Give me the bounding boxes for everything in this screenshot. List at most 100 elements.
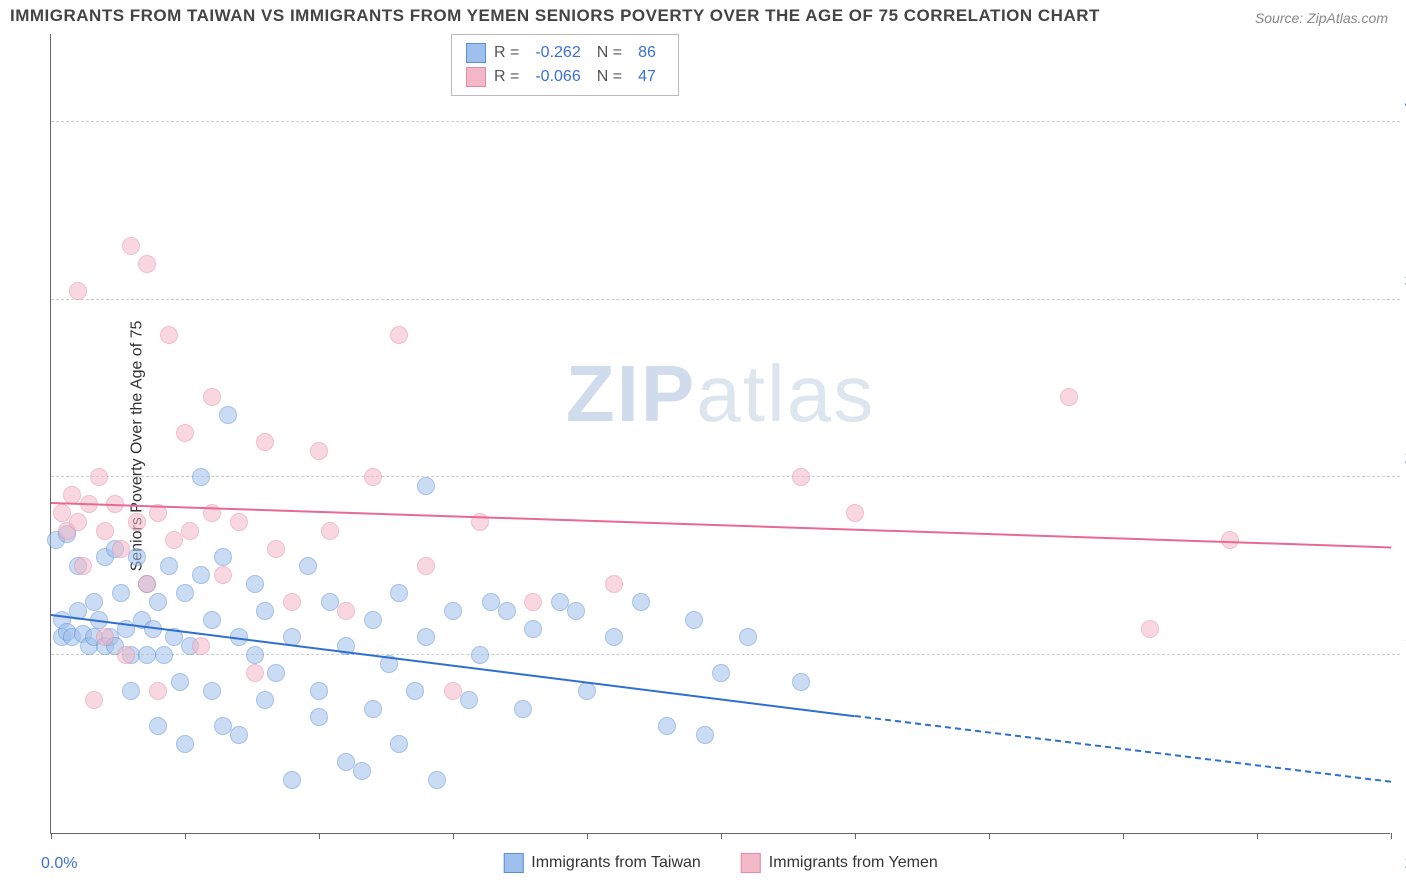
- gridline: [51, 121, 1400, 122]
- scatter-point-yemen: [214, 566, 232, 584]
- scatter-point-taiwan: [85, 593, 103, 611]
- x-tick: [51, 833, 52, 839]
- scatter-point-yemen: [203, 388, 221, 406]
- scatter-point-yemen: [230, 513, 248, 531]
- x-tick: [587, 833, 588, 839]
- scatter-point-taiwan: [712, 664, 730, 682]
- scatter-point-yemen: [390, 326, 408, 344]
- scatter-point-taiwan: [203, 682, 221, 700]
- scatter-point-taiwan: [267, 664, 285, 682]
- scatter-point-taiwan: [230, 726, 248, 744]
- legend-item-taiwan: Immigrants from Taiwan: [503, 853, 701, 873]
- scatter-point-taiwan: [192, 566, 210, 584]
- stat-label-n: N =: [597, 44, 622, 62]
- scatter-point-yemen: [283, 593, 301, 611]
- watermark: ZIPatlas: [566, 348, 875, 440]
- scatter-point-yemen: [256, 433, 274, 451]
- scatter-point-taiwan: [192, 468, 210, 486]
- x-tick-label: 0.0%: [41, 855, 77, 873]
- scatter-point-yemen: [122, 237, 140, 255]
- scatter-point-yemen: [117, 646, 135, 664]
- scatter-point-taiwan: [390, 584, 408, 602]
- scatter-point-yemen: [267, 540, 285, 558]
- x-tick: [185, 833, 186, 839]
- scatter-point-taiwan: [471, 646, 489, 664]
- scatter-point-taiwan: [364, 700, 382, 718]
- scatter-point-yemen: [149, 682, 167, 700]
- scatter-point-taiwan: [364, 611, 382, 629]
- swatch-taiwan: [503, 853, 523, 873]
- scatter-point-yemen: [90, 468, 108, 486]
- trend-line-dash: [855, 715, 1391, 783]
- trend-line: [51, 614, 855, 717]
- scatter-point-taiwan: [460, 691, 478, 709]
- scatter-point-yemen: [1141, 620, 1159, 638]
- stat-r-yemen: -0.066: [535, 68, 580, 86]
- chart-title: IMMIGRANTS FROM TAIWAN VS IMMIGRANTS FRO…: [10, 6, 1100, 26]
- scatter-point-yemen: [138, 255, 156, 273]
- x-tick: [721, 833, 722, 839]
- scatter-point-yemen: [417, 557, 435, 575]
- scatter-point-yemen: [85, 691, 103, 709]
- scatter-point-taiwan: [498, 602, 516, 620]
- scatter-point-taiwan: [256, 691, 274, 709]
- scatter-point-taiwan: [390, 735, 408, 753]
- scatter-point-taiwan: [514, 700, 532, 718]
- scatter-point-taiwan: [219, 406, 237, 424]
- x-tick: [1257, 833, 1258, 839]
- swatch-yemen: [741, 853, 761, 873]
- scatter-point-yemen: [181, 522, 199, 540]
- x-tick: [855, 833, 856, 839]
- stat-label-n: N =: [597, 68, 622, 86]
- scatter-point-yemen: [160, 326, 178, 344]
- gridline: [51, 476, 1400, 477]
- scatter-point-taiwan: [696, 726, 714, 744]
- stat-label-r: R =: [494, 68, 519, 86]
- legend-label-yemen: Immigrants from Yemen: [769, 854, 938, 872]
- scatter-point-yemen: [128, 513, 146, 531]
- scatter-point-yemen: [337, 602, 355, 620]
- scatter-point-yemen: [96, 522, 114, 540]
- source-attribution: Source: ZipAtlas.com: [1255, 10, 1388, 26]
- scatter-point-yemen: [605, 575, 623, 593]
- scatter-point-taiwan: [685, 611, 703, 629]
- scatter-point-taiwan: [256, 602, 274, 620]
- x-tick: [453, 833, 454, 839]
- scatter-point-yemen: [524, 593, 542, 611]
- scatter-point-taiwan: [417, 477, 435, 495]
- stat-r-taiwan: -0.262: [535, 44, 580, 62]
- scatter-point-yemen: [176, 424, 194, 442]
- scatter-point-yemen: [165, 531, 183, 549]
- stat-label-r: R =: [494, 44, 519, 62]
- scatter-point-yemen: [1221, 531, 1239, 549]
- scatter-point-yemen: [69, 282, 87, 300]
- scatter-point-taiwan: [176, 584, 194, 602]
- trend-line: [51, 502, 1391, 548]
- scatter-point-yemen: [74, 557, 92, 575]
- legend-label-taiwan: Immigrants from Taiwan: [531, 854, 701, 872]
- legend-item-yemen: Immigrants from Yemen: [741, 853, 938, 873]
- swatch-yemen: [466, 67, 486, 87]
- scatter-point-yemen: [310, 442, 328, 460]
- scatter-point-taiwan: [524, 620, 542, 638]
- scatter-point-taiwan: [155, 646, 173, 664]
- stat-n-yemen: 47: [638, 68, 656, 86]
- scatter-point-taiwan: [605, 628, 623, 646]
- scatter-point-taiwan: [128, 548, 146, 566]
- scatter-point-yemen: [792, 468, 810, 486]
- scatter-point-taiwan: [632, 593, 650, 611]
- scatter-point-taiwan: [171, 673, 189, 691]
- scatter-point-yemen: [96, 628, 114, 646]
- scatter-point-taiwan: [149, 593, 167, 611]
- bottom-legend: Immigrants from Taiwan Immigrants from Y…: [503, 853, 937, 873]
- plot-area: ZIPatlas R = -0.262 N = 86 R = -0.066 N …: [50, 34, 1390, 834]
- gridline: [51, 299, 1400, 300]
- x-tick: [1123, 833, 1124, 839]
- scatter-point-yemen: [246, 664, 264, 682]
- x-tick: [319, 833, 320, 839]
- scatter-point-taiwan: [658, 717, 676, 735]
- stats-legend-box: R = -0.262 N = 86 R = -0.066 N = 47: [451, 34, 679, 96]
- scatter-point-taiwan: [299, 557, 317, 575]
- scatter-point-taiwan: [112, 584, 130, 602]
- scatter-point-taiwan: [203, 611, 221, 629]
